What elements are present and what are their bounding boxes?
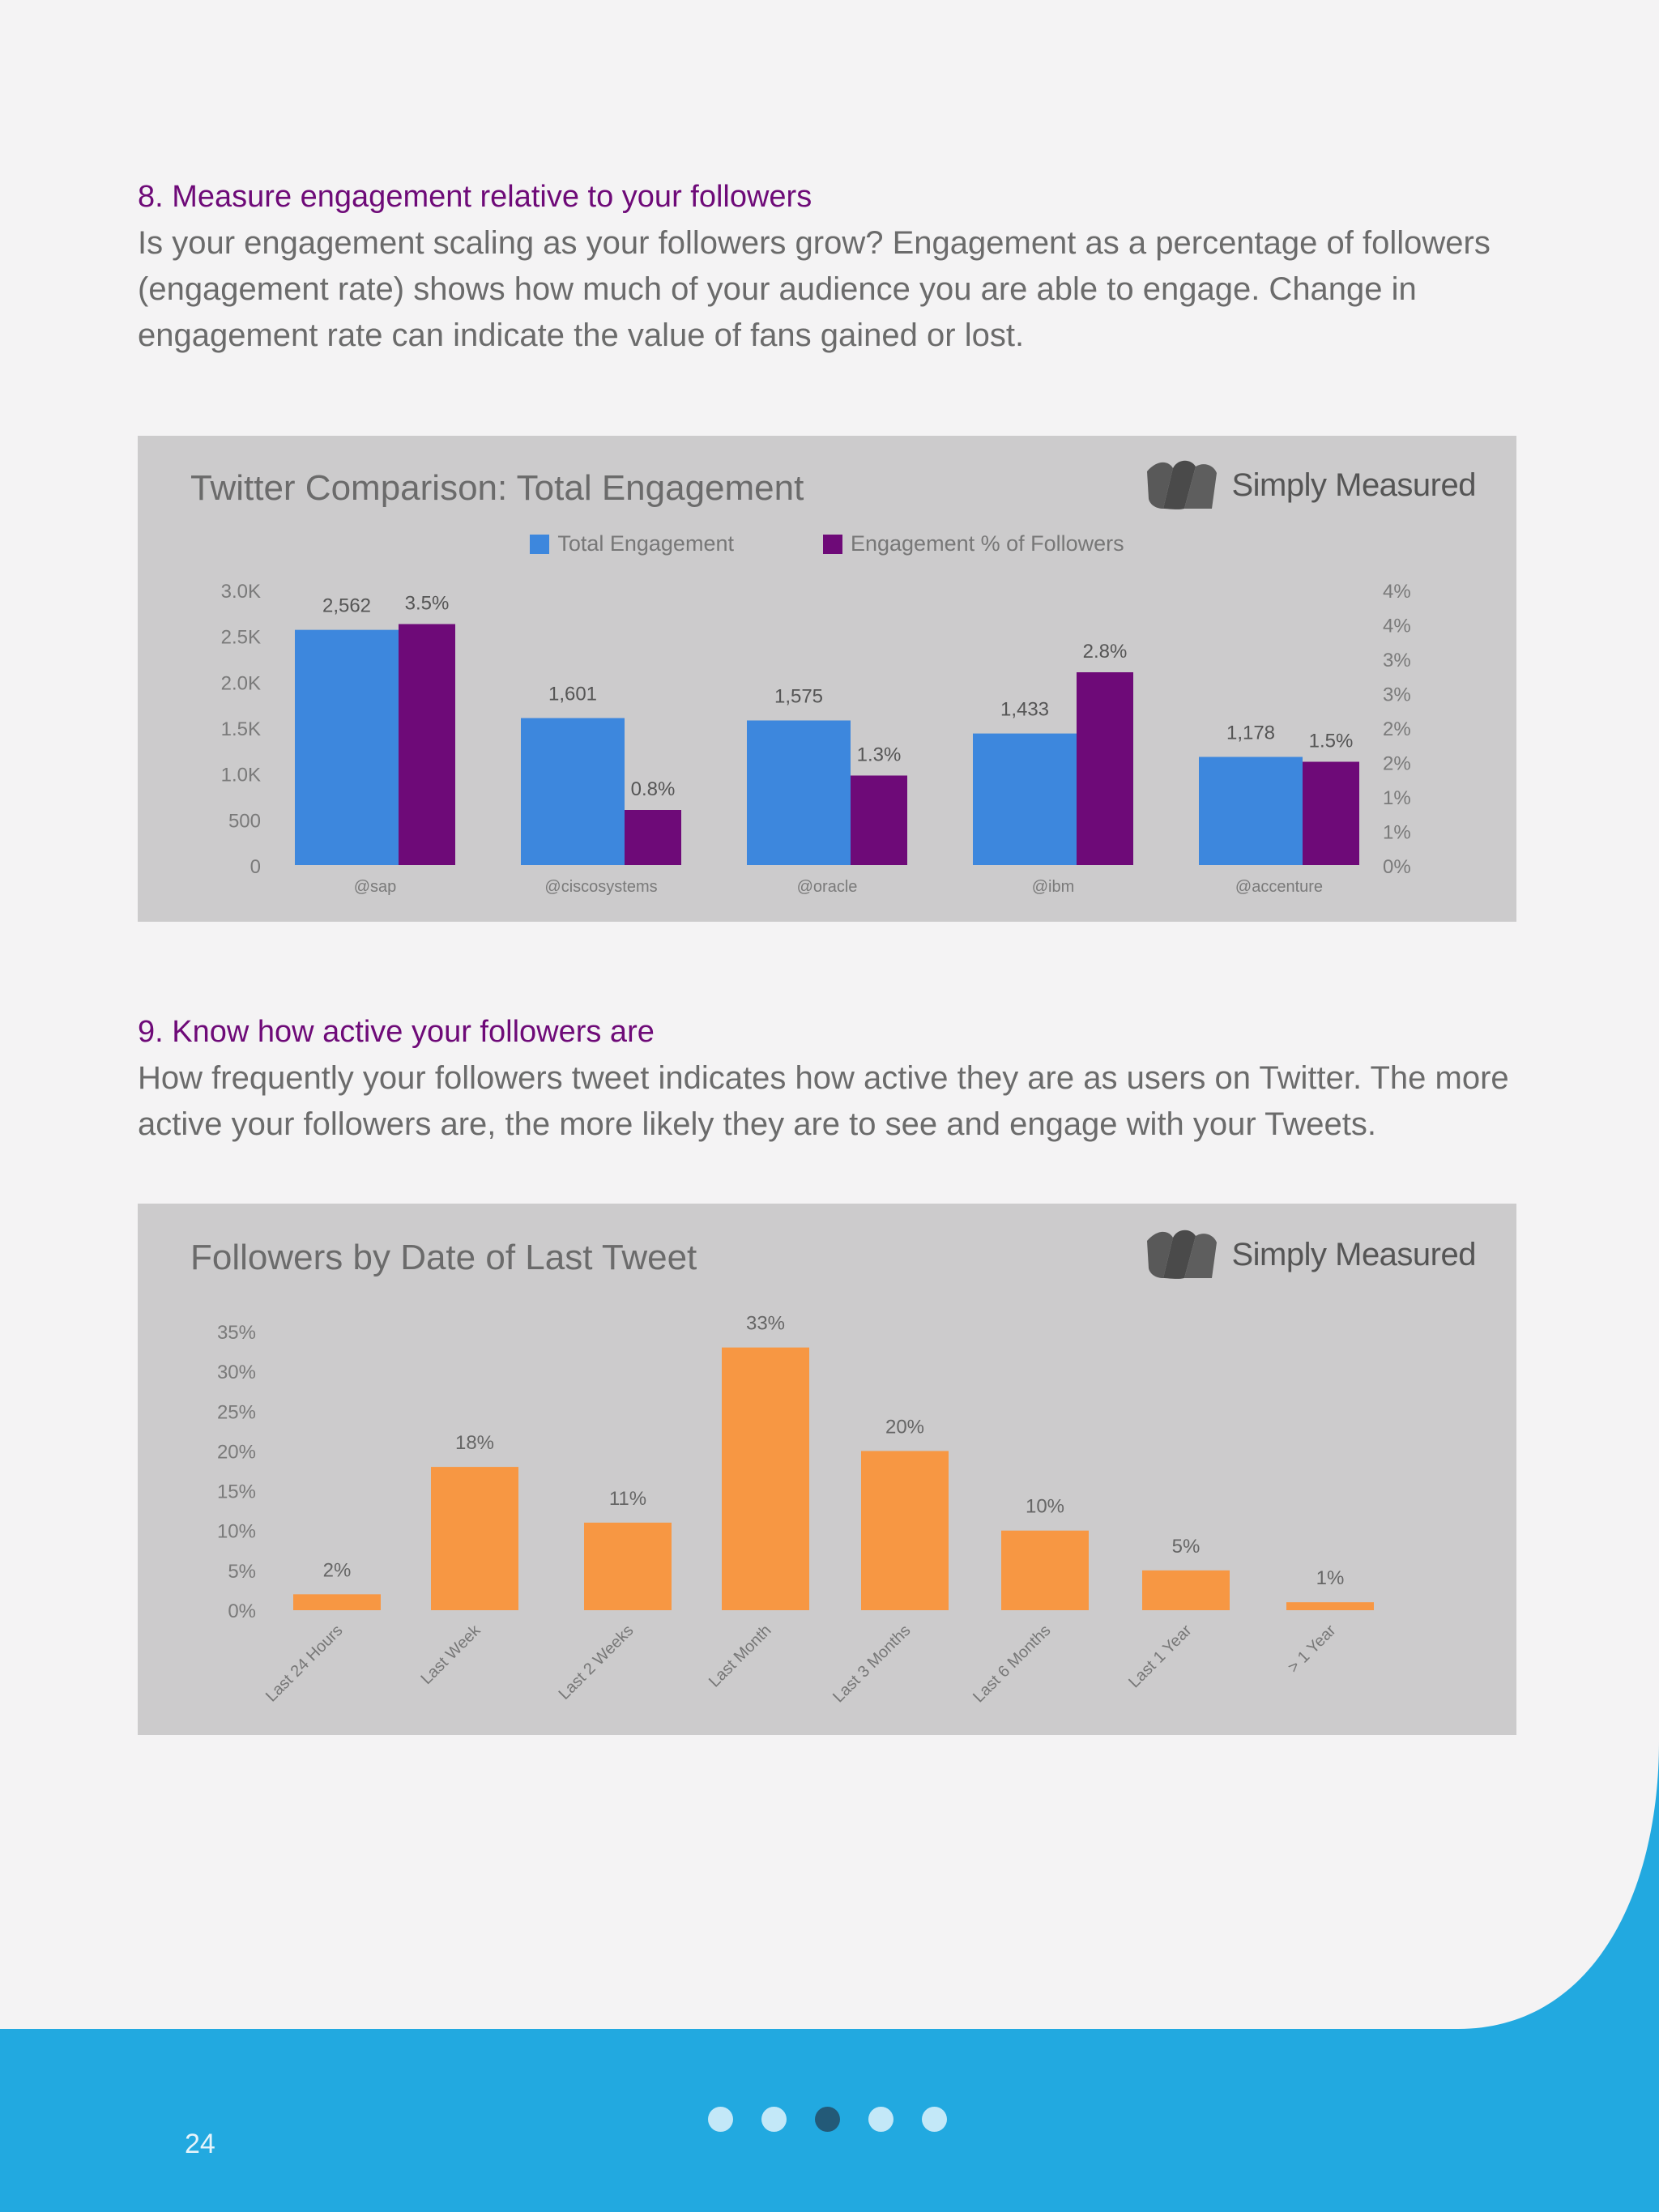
data-label-followers: 18% — [455, 1432, 494, 1454]
bar-engagement-pct — [625, 810, 681, 865]
legend-swatch-purple — [822, 534, 842, 554]
data-label-engagement-pct: 3.5% — [405, 593, 450, 615]
simply-measured-logo-icon — [1147, 1230, 1218, 1279]
data-label-followers: 11% — [609, 1488, 646, 1510]
y-tick-label: 5% — [228, 1561, 256, 1583]
data-label-total-engagement: 1,601 — [548, 684, 597, 705]
y-right-tick-label: 4% — [1383, 616, 1411, 637]
y-left-tick-label: 500 — [228, 810, 261, 832]
bar-engagement-pct — [851, 775, 907, 865]
engagement-chart-plot: 0 500 1.0K 1.5K 2.0K 2.5K 3.0K 0% 1% 1% 2% 2% 3% 3% 4%… — [221, 581, 1411, 896]
pagination-dot[interactable] — [922, 2107, 947, 2132]
bar-followers — [293, 1594, 381, 1610]
y-right-tick-label: 3% — [1383, 684, 1411, 706]
bar-engagement-pct — [1303, 761, 1359, 865]
brand-name-2: Simply Measured — [1231, 1236, 1476, 1272]
engagement-chart-legend: Total Engagement Engagement % of Followe… — [138, 531, 1516, 556]
bar-followers — [722, 1347, 809, 1610]
y-tick-label: 25% — [217, 1401, 256, 1423]
y-tick-label: 0% — [228, 1600, 256, 1622]
bar-followers — [431, 1467, 518, 1610]
legend-item-total-engagement: Total Engagement — [530, 531, 734, 556]
pagination-dot[interactable] — [708, 2107, 733, 2132]
y-tick-label: 15% — [217, 1481, 256, 1503]
data-label-engagement-pct: 1.3% — [857, 744, 902, 766]
y-right-tick-label: 1% — [1383, 822, 1411, 844]
bar-followers — [1142, 1570, 1230, 1610]
bar-total-engagement — [973, 733, 1077, 865]
section-9-body: How frequently your followers tweet indi… — [138, 1060, 1509, 1142]
y-right-tick-label: 1% — [1383, 787, 1411, 809]
legend-item-engagement-pct: Engagement % of Followers — [822, 531, 1124, 556]
data-label-total-engagement: 1,433 — [1000, 699, 1049, 721]
data-label-engagement-pct: 0.8% — [631, 778, 676, 800]
bar-followers — [1286, 1602, 1374, 1610]
data-label-total-engagement: 2,562 — [322, 595, 371, 617]
data-label-followers: 1% — [1316, 1567, 1345, 1589]
x-tick-label: @ibm — [1032, 878, 1075, 896]
brand-name: Simply Measured — [1231, 467, 1476, 503]
bar-followers — [861, 1451, 949, 1610]
section-8-title: 8. Measure engagement relative to your f… — [138, 180, 812, 214]
y-left-tick-label: 2.5K — [221, 627, 261, 649]
y-right-tick-label: 0% — [1383, 856, 1411, 878]
data-label-engagement-pct: 1.5% — [1309, 731, 1354, 752]
data-label-followers: 10% — [1026, 1496, 1064, 1518]
x-tick-label: @accenture — [1235, 878, 1323, 896]
x-tick-label: @ciscosystems — [544, 878, 657, 896]
pagination-dot[interactable] — [761, 2107, 787, 2132]
pagination-dot[interactable] — [815, 2107, 840, 2132]
brand-logo: Simply Measured — [1145, 458, 1476, 512]
y-left-tick-label: 3.0K — [221, 581, 261, 603]
data-label-followers: 2% — [323, 1559, 352, 1581]
bar-followers — [1001, 1530, 1089, 1610]
pagination-dots[interactable] — [708, 2107, 947, 2132]
y-left-tick-label: 1.0K — [221, 765, 261, 786]
y-tick-label: 30% — [217, 1362, 256, 1383]
x-tick-label: @oracle — [797, 878, 858, 896]
bar-total-engagement — [1199, 757, 1303, 865]
y-right-tick-label: 4% — [1383, 581, 1411, 603]
section-9-title: 9. Know how active your followers are — [138, 1015, 655, 1049]
x-tick-label: @sap — [354, 878, 397, 896]
legend-swatch-blue — [530, 534, 550, 554]
data-label-total-engagement: 1,575 — [774, 686, 823, 708]
bar-total-engagement — [747, 720, 851, 865]
legend-label-total-engagement: Total Engagement — [557, 531, 734, 556]
data-label-engagement-pct: 2.8% — [1083, 641, 1128, 663]
engagement-chart-panel: Twitter Comparison: Total Engagement Sim… — [138, 436, 1516, 922]
y-left-tick-label: 1.5K — [221, 718, 261, 740]
data-label-followers: 5% — [1172, 1536, 1201, 1558]
y-tick-label: 10% — [217, 1521, 256, 1543]
y-left-tick-label: 2.0K — [221, 672, 261, 694]
last-tweet-chart-panel: Followers by Date of Last Tweet Simply M… — [138, 1204, 1516, 1735]
bar-engagement-pct — [1077, 672, 1133, 865]
bar-engagement-pct — [399, 624, 455, 865]
y-tick-label: 35% — [217, 1322, 256, 1344]
simply-measured-logo-icon — [1147, 460, 1218, 509]
data-label-total-engagement: 1,178 — [1226, 722, 1275, 744]
last-tweet-chart-title: Followers by Date of Last Tweet — [190, 1238, 697, 1277]
brand-logo-2: Simply Measured — [1145, 1228, 1476, 1281]
engagement-chart-title: Twitter Comparison: Total Engagement — [190, 468, 804, 508]
last-tweet-chart-plot: 0%5%10%15%20%25%30%35%2%Last 24 Hours18%… — [217, 1313, 1374, 1706]
page-number: 24 — [185, 2129, 215, 2159]
bar-total-engagement — [521, 718, 625, 865]
pagination-dot[interactable] — [868, 2107, 893, 2132]
data-label-followers: 20% — [885, 1416, 924, 1438]
y-tick-label: 20% — [217, 1441, 256, 1463]
bar-followers — [584, 1522, 672, 1610]
bar-total-engagement — [295, 629, 399, 865]
legend-label-engagement-pct: Engagement % of Followers — [850, 531, 1124, 556]
y-left-tick-label: 0 — [250, 856, 261, 878]
data-label-followers: 33% — [746, 1313, 785, 1335]
y-right-tick-label: 2% — [1383, 753, 1411, 775]
section-8-body: Is your engagement scaling as your follo… — [138, 225, 1491, 353]
y-right-tick-label: 2% — [1383, 718, 1411, 740]
y-right-tick-label: 3% — [1383, 650, 1411, 671]
